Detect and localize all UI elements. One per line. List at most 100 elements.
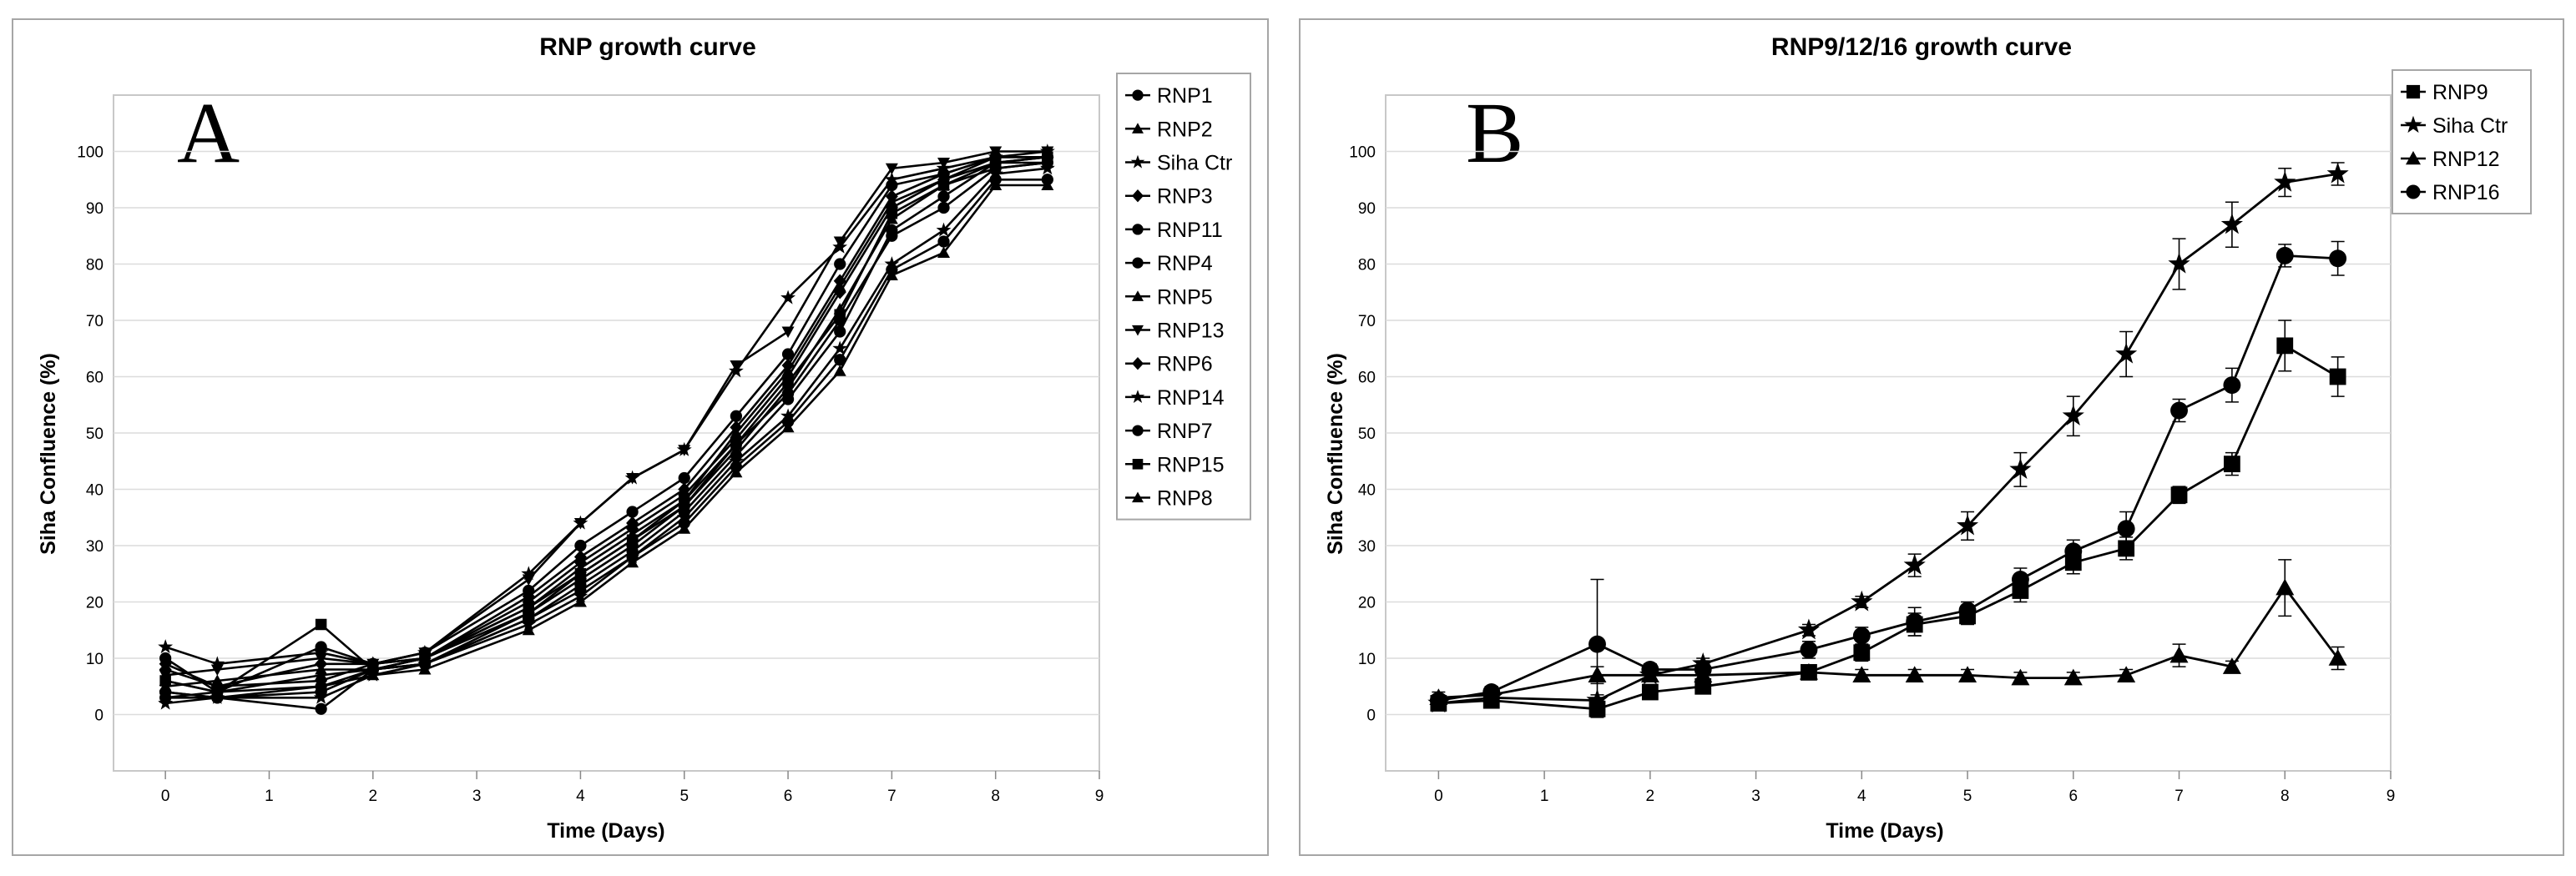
chart-1-ytick-label: 20: [1358, 595, 1376, 612]
chart-1-series: [1429, 240, 2347, 710]
chart-0-data-point: [419, 652, 431, 664]
chart-0-series-line: [165, 161, 1048, 699]
chart-0-series: [159, 146, 1054, 682]
chart-0-data-point: [781, 348, 795, 360]
chart-0-series-line: [164, 156, 1048, 688]
chart-0-xtick-label: 0: [161, 788, 170, 805]
chart-1-data-point: [1853, 644, 1871, 662]
chart-0-data-point: [159, 657, 172, 671]
chart-1-data-point: [2274, 170, 2296, 192]
chart-1-data-point: [1852, 666, 1871, 683]
chart-0-ytick-label: 60: [86, 370, 104, 387]
chart-0-data-point: [885, 163, 898, 175]
chart-0-legend-marker: [1132, 357, 1144, 370]
chart-1-data-point: [2222, 657, 2241, 674]
chart-0-legend-marker: [1132, 224, 1144, 235]
chart-0-data-point: [624, 470, 640, 485]
chart-0-data-point: [989, 179, 1003, 190]
chart-0-data-point: [159, 691, 172, 703]
chart-0-data-point: [885, 189, 898, 204]
chart-0-ytick-label: 90: [86, 200, 104, 218]
chart-0-data-point: [574, 568, 587, 580]
chart-0-data-point: [678, 471, 690, 485]
chart-0-series: [159, 150, 1054, 693]
chart-0-ytick-label: 30: [86, 538, 104, 556]
chart-0-data-point: [937, 235, 950, 248]
chart-b-xlabel: Time (Days): [1826, 819, 1943, 843]
chart-0-data-point: [417, 644, 432, 659]
chart-1-data-point: [2115, 342, 2138, 364]
chart-0-data-point: [315, 657, 328, 671]
chart-0-legend-label: RNP7: [1157, 420, 1213, 443]
chart-0-legend-marker: [1132, 89, 1144, 101]
chart-0-ytick-label: 50: [86, 425, 104, 443]
chart-1-xtick-label: 8: [2281, 788, 2290, 805]
panel-b: RNP9/12/16 growth curve B Time (Days) Si…: [1299, 18, 2564, 856]
chart-0-series-line: [165, 184, 1048, 699]
chart-0-data-point: [780, 289, 796, 305]
chart-0-data-point: [781, 358, 795, 373]
chart-1-series-line: [1438, 173, 2338, 705]
chart-1-ytick-label: 50: [1358, 425, 1376, 443]
chart-1-legend-marker: [2406, 84, 2421, 99]
chart-0-data-point: [159, 675, 171, 687]
chart-1-ytick-label: 10: [1358, 651, 1376, 668]
chart-1-data-point: [1957, 514, 1979, 536]
chart-1-data-point: [2220, 213, 2243, 234]
chart-1-data-point: [1482, 683, 1501, 701]
chart-0-legend-label: RNP8: [1157, 487, 1213, 511]
chart-1-data-point: [1958, 602, 1977, 620]
chart-0-data-point: [833, 274, 846, 288]
chart-0-series-line: [165, 150, 1048, 677]
chart-0-data-point: [158, 639, 174, 654]
chart-0-legend-marker: [1132, 123, 1144, 133]
chart-1-data-point: [2275, 578, 2295, 596]
chart-b-svg: RNP9/12/16 growth curve B Time (Days) Si…: [1324, 33, 2532, 843]
chart-0-data-point: [313, 689, 329, 704]
chart-0-data-point: [574, 539, 587, 552]
chart-1-data-point: [2170, 486, 2188, 504]
chart-0-data-point: [886, 229, 898, 242]
chart-0-data-point: [523, 612, 535, 625]
chart-0-data-point: [886, 208, 898, 219]
chart-1-ytick-label: 0: [1366, 707, 1376, 725]
chart-1-xtick-label: 6: [2069, 788, 2078, 805]
chart-1-data-point: [2329, 249, 2347, 268]
chart-0-data-point: [936, 222, 952, 237]
chart-1-data-point: [2063, 668, 2083, 686]
chart-0-data-point: [523, 602, 535, 613]
chart-0-data-point: [210, 656, 225, 671]
chart-1-data-point: [2169, 646, 2189, 663]
chart-0-series: [159, 150, 1054, 693]
chart-0-series: [159, 151, 1053, 698]
chart-0-ytick-label: 10: [86, 651, 104, 668]
chart-0-data-point: [937, 246, 951, 258]
chart-0-data-point: [573, 550, 587, 564]
chart-0-legend-marker: [1130, 154, 1145, 169]
chart-0-legend-label: RNP4: [1157, 252, 1213, 275]
chart-1-ytick-label: 30: [1358, 538, 1376, 556]
chart-0-data-point: [626, 556, 639, 568]
chart-0-data-point: [678, 482, 691, 496]
panel-a-letter: A: [177, 85, 240, 181]
chart-0-data-point: [884, 171, 900, 186]
chart-1-data-point: [2328, 649, 2347, 666]
chart-1-data-point: [1906, 612, 1924, 631]
panel-b-letter: B: [1466, 85, 1523, 181]
chart-0-series-line: [165, 156, 1048, 699]
chart-0-legend-marker: [1130, 390, 1145, 403]
chart-0-data-point: [521, 566, 537, 581]
chart-0-data-point: [315, 680, 328, 692]
chart-0-legend-marker: [1132, 257, 1144, 269]
chart-0-legend-label: RNP1: [1157, 84, 1213, 108]
chart-1-xtick-label: 7: [2174, 788, 2184, 805]
chart-0-data-point: [626, 534, 639, 546]
chart-0-series: [159, 174, 1053, 715]
chart-0-data-point: [834, 309, 846, 320]
chart-0-data-point: [729, 363, 744, 378]
chart-0-data-point: [834, 325, 846, 338]
chart-1-legend-marker: [2404, 115, 2422, 133]
chart-0-series: [158, 143, 1055, 671]
chart-1-data-point: [2223, 456, 2240, 473]
chart-1-xtick-label: 5: [1963, 788, 1972, 805]
